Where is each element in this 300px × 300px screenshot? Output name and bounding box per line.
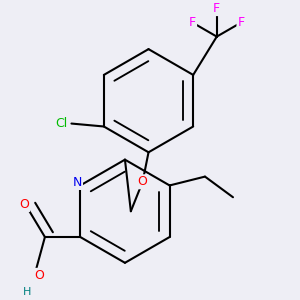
Text: N: N (73, 176, 82, 189)
Text: F: F (238, 16, 244, 29)
Text: O: O (19, 198, 29, 211)
Text: O: O (34, 269, 44, 282)
Text: F: F (213, 2, 220, 15)
Text: O: O (138, 175, 148, 188)
Text: F: F (189, 16, 196, 29)
Text: H: H (23, 286, 32, 296)
Text: Cl: Cl (55, 117, 67, 130)
